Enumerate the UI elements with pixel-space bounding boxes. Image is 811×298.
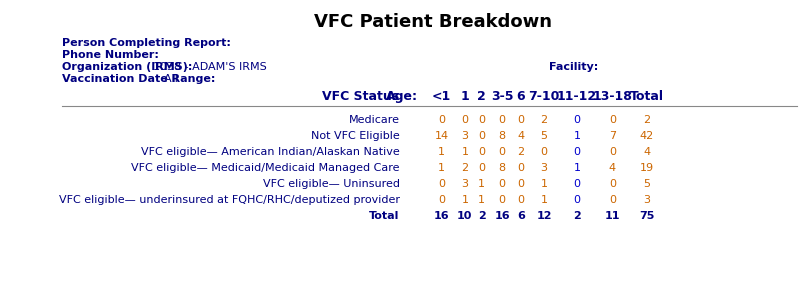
- Text: 5: 5: [540, 131, 547, 141]
- Text: 75: 75: [638, 211, 654, 221]
- Text: 8: 8: [498, 163, 505, 173]
- Text: VFC eligible— underinsured at FQHC/RHC/deputized provider: VFC eligible— underinsured at FQHC/RHC/d…: [58, 195, 399, 205]
- Text: 1: 1: [540, 195, 547, 205]
- Text: Total: Total: [629, 90, 663, 103]
- Text: 4: 4: [517, 131, 524, 141]
- Text: 3-5: 3-5: [491, 90, 513, 103]
- Text: Age:: Age:: [386, 90, 418, 103]
- Text: 6: 6: [516, 90, 525, 103]
- Text: 0: 0: [573, 147, 580, 157]
- Text: Person Completing Report:: Person Completing Report:: [62, 38, 230, 48]
- Text: 16: 16: [494, 211, 509, 221]
- Text: 0: 0: [608, 115, 615, 125]
- Text: 7-10: 7-10: [528, 90, 559, 103]
- Text: VFC Patient Breakdown: VFC Patient Breakdown: [314, 13, 551, 31]
- Text: 0: 0: [437, 115, 444, 125]
- Text: 13-18: 13-18: [592, 90, 632, 103]
- Text: VFC eligible— Uninsured: VFC eligible— Uninsured: [262, 179, 399, 189]
- Text: 0: 0: [498, 179, 505, 189]
- Text: 2: 2: [642, 115, 650, 125]
- Text: 11-12: 11-12: [556, 90, 596, 103]
- Text: 3: 3: [540, 163, 547, 173]
- Text: 14: 14: [434, 131, 448, 141]
- Text: 0: 0: [573, 195, 580, 205]
- Text: 0: 0: [478, 147, 484, 157]
- Text: 0: 0: [498, 115, 505, 125]
- Text: 3: 3: [642, 195, 650, 205]
- Text: 16: 16: [433, 211, 448, 221]
- Text: 0: 0: [517, 195, 524, 205]
- Text: 42: 42: [639, 131, 653, 141]
- Text: 0: 0: [517, 163, 524, 173]
- Text: Phone Number:: Phone Number:: [62, 50, 158, 60]
- Text: Medicare: Medicare: [348, 115, 399, 125]
- Text: All: All: [157, 74, 178, 84]
- Text: 0: 0: [437, 179, 444, 189]
- Text: Vaccination Date Range:: Vaccination Date Range:: [62, 74, 215, 84]
- Text: 3: 3: [461, 179, 468, 189]
- Text: 1038 - ADAM'S IRMS: 1038 - ADAM'S IRMS: [145, 62, 266, 72]
- Text: 3: 3: [461, 131, 468, 141]
- Text: 2: 2: [540, 115, 547, 125]
- Text: Facility:: Facility:: [548, 62, 598, 72]
- Text: 1: 1: [461, 195, 468, 205]
- Text: 2: 2: [517, 147, 524, 157]
- Text: 1: 1: [460, 90, 469, 103]
- Text: 0: 0: [461, 115, 468, 125]
- Text: 0: 0: [573, 179, 580, 189]
- Text: 6: 6: [517, 211, 524, 221]
- Text: 0: 0: [437, 195, 444, 205]
- Text: 0: 0: [573, 115, 580, 125]
- Text: 1: 1: [478, 195, 484, 205]
- Text: VFC eligible— Medicaid/Medicaid Managed Care: VFC eligible— Medicaid/Medicaid Managed …: [131, 163, 399, 173]
- Text: 2: 2: [477, 211, 485, 221]
- Text: 7: 7: [608, 131, 615, 141]
- Text: 0: 0: [608, 147, 615, 157]
- Text: 8: 8: [498, 131, 505, 141]
- Text: 1: 1: [461, 147, 468, 157]
- Text: 0: 0: [517, 115, 524, 125]
- Text: 19: 19: [639, 163, 653, 173]
- Text: 0: 0: [608, 179, 615, 189]
- Text: VFC Status: VFC Status: [322, 90, 399, 103]
- Text: <1: <1: [431, 90, 451, 103]
- Text: 1: 1: [573, 131, 580, 141]
- Text: 1: 1: [540, 179, 547, 189]
- Text: 12: 12: [536, 211, 551, 221]
- Text: 2: 2: [461, 163, 468, 173]
- Text: 0: 0: [478, 131, 484, 141]
- Text: Total: Total: [369, 211, 399, 221]
- Text: 0: 0: [498, 195, 505, 205]
- Text: 2: 2: [573, 211, 580, 221]
- Text: 0: 0: [478, 163, 484, 173]
- Text: Not VFC Eligible: Not VFC Eligible: [311, 131, 399, 141]
- Text: 0: 0: [478, 115, 484, 125]
- Text: 5: 5: [642, 179, 650, 189]
- Text: 0: 0: [540, 147, 547, 157]
- Text: 11: 11: [604, 211, 620, 221]
- Text: 0: 0: [608, 195, 615, 205]
- Text: 1: 1: [573, 163, 580, 173]
- Text: 2: 2: [477, 90, 486, 103]
- Text: 4: 4: [608, 163, 615, 173]
- Text: 4: 4: [642, 147, 650, 157]
- Text: 10: 10: [457, 211, 472, 221]
- Text: 0: 0: [498, 147, 505, 157]
- Text: 1: 1: [478, 179, 484, 189]
- Text: 1: 1: [437, 147, 444, 157]
- Text: VFC eligible— American Indian/Alaskan Native: VFC eligible— American Indian/Alaskan Na…: [140, 147, 399, 157]
- Text: Organization (IRMS):: Organization (IRMS):: [62, 62, 192, 72]
- Text: 0: 0: [517, 179, 524, 189]
- Text: 1: 1: [437, 163, 444, 173]
